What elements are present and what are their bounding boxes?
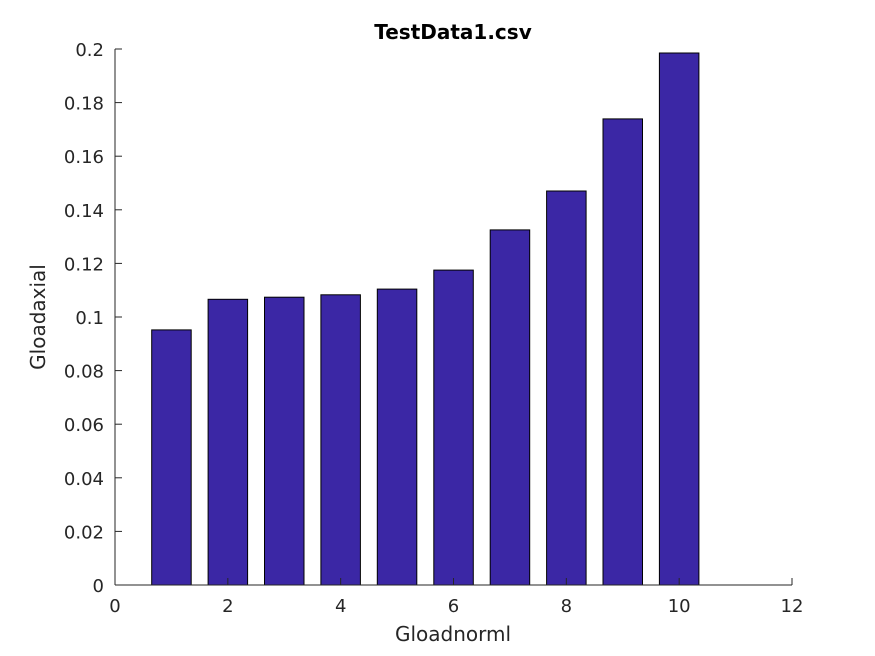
y-axis-label: Gloadaxial	[26, 264, 50, 370]
y-tick-label: 0	[93, 576, 104, 597]
y-tick-label: 0.02	[64, 522, 104, 543]
y-tick-label: 0.16	[64, 147, 104, 168]
y-tick-label: 0.1	[75, 308, 104, 329]
bar-1	[151, 329, 192, 586]
x-tick-label: 6	[448, 596, 459, 617]
chart-title: TestData1.csv	[374, 20, 531, 44]
y-tick-label: 0.18	[64, 94, 104, 115]
x-tick-label: 0	[109, 596, 120, 617]
bar-6	[433, 269, 474, 586]
x-ticks-group: 0 2 4 6 8 10 12	[109, 578, 803, 617]
x-tick-label: 2	[222, 596, 233, 617]
y-tick-label: 0.08	[64, 362, 104, 383]
bar-9	[602, 118, 643, 586]
x-tick-label: 12	[781, 596, 804, 617]
bar-10	[658, 52, 700, 586]
bar-8	[546, 190, 587, 586]
y-tick-label: 0.2	[75, 40, 104, 61]
x-tick-label: 8	[561, 596, 572, 617]
y-tick-label: 0.12	[64, 254, 104, 275]
bars-group	[151, 52, 700, 586]
x-tick-label: 4	[335, 596, 346, 617]
x-axis-label: Gloadnorml	[395, 622, 511, 646]
y-tick-label: 0.04	[64, 469, 104, 490]
bar-5	[376, 288, 418, 586]
bar-4	[320, 294, 361, 586]
y-ticks-group: 0 0.02 0.04 0.06 0.08 0.1 0.12 0.14 0.16 0.18 0.2	[64, 40, 122, 597]
y-tick-label: 0.06	[64, 415, 104, 436]
y-tick-label: 0.14	[64, 201, 104, 222]
bar-2	[207, 298, 249, 586]
bar-7	[489, 229, 531, 586]
x-tick-label: 10	[668, 596, 691, 617]
bar-3	[264, 296, 305, 586]
